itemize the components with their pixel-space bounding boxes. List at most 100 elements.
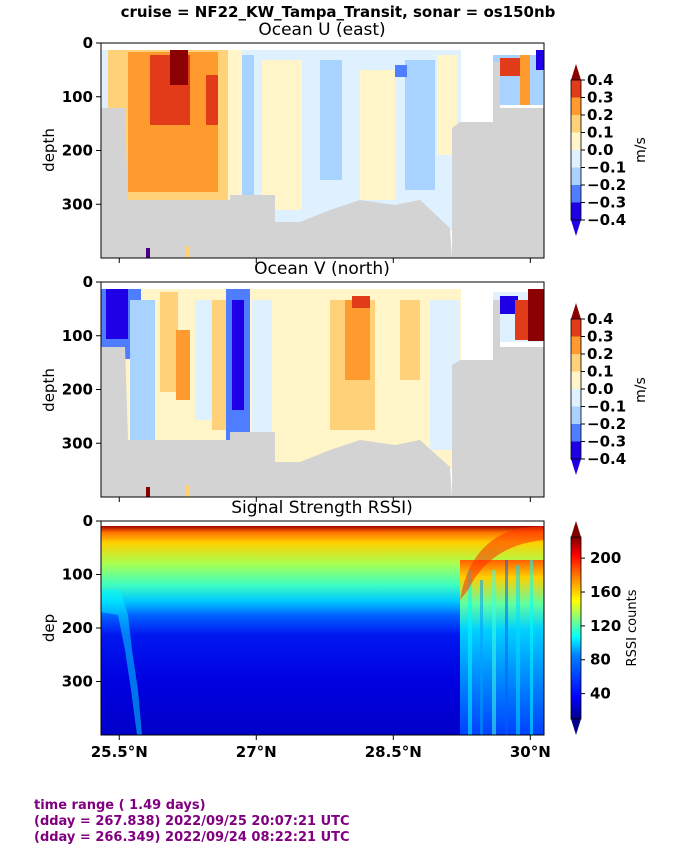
x-tick-label: 28.5°N xyxy=(365,743,422,761)
v-positive-band-2 xyxy=(212,300,226,430)
colorbar-tick-label: 200 xyxy=(590,549,621,567)
colorbar-tick-label: 0.4 xyxy=(587,310,614,328)
u-neutral-strip xyxy=(228,50,242,210)
colorbar-tick-label: 0.0 xyxy=(587,380,614,398)
colorbar-tick-label: −0.4 xyxy=(587,450,626,468)
colorbar-tick-label: 160 xyxy=(590,583,621,601)
colorbar-v: 0.40.30.20.10.0−0.1−0.2−0.3−0.4 m/s xyxy=(570,303,649,475)
v-y-label: depth xyxy=(40,368,58,412)
colorbar-swatch xyxy=(571,441,581,460)
x-tick-label: 25.5°N xyxy=(91,743,148,761)
rssi-y-label: dep xyxy=(40,614,58,642)
colorbar-v-label: m/s xyxy=(633,377,649,403)
v-east-mask xyxy=(452,300,544,497)
u-negative-band xyxy=(320,60,342,180)
colorbar-tick-label: −0.2 xyxy=(587,415,626,433)
y-tick-label: 0 xyxy=(83,273,93,291)
v-positive-core-3 xyxy=(345,300,370,380)
v-negative-band xyxy=(130,300,155,440)
v-spike-orange xyxy=(186,485,190,497)
colorbar-tick-label: 0.2 xyxy=(587,345,614,363)
y-tick-label: 300 xyxy=(62,195,93,213)
colorbar-tick-label: −0.3 xyxy=(587,194,626,212)
u-y-label: depth xyxy=(40,128,58,172)
y-tick-label: 100 xyxy=(62,566,93,584)
rssi-east-streaks xyxy=(468,560,533,735)
colorbar-v-ticks: 0.40.30.20.10.0−0.1−0.2−0.3−0.4 xyxy=(581,310,626,468)
v-spike-red xyxy=(146,487,150,497)
u-x-axis xyxy=(118,258,531,263)
colorbar-swatch xyxy=(571,424,581,442)
colorbar-swatch xyxy=(571,389,581,407)
colorbar-tick-label: 0.1 xyxy=(587,124,614,142)
colorbar-u-label: m/s xyxy=(633,137,649,163)
colorbar-tick-label: 0.3 xyxy=(587,89,614,107)
colorbar-tick-label: −0.3 xyxy=(587,433,626,451)
u-east-orange xyxy=(520,55,530,105)
rssi-x-axis: 25.5°N 27°N 28.5°N 30°N xyxy=(91,735,551,761)
v-heatmap xyxy=(101,282,544,497)
v-east-red xyxy=(515,300,529,340)
u-east-blue xyxy=(536,50,544,70)
v-bottom-mask xyxy=(101,347,452,497)
v-weak-negative-2 xyxy=(252,300,272,435)
colorbar-swatch xyxy=(571,80,581,98)
figure-suptitle: cruise = NF22_KW_Tampa_Transit, sonar = … xyxy=(121,3,556,21)
v-red-patch xyxy=(352,296,370,308)
colorbar-swatch xyxy=(571,336,581,355)
u-y-axis: 0 100 200 300 xyxy=(62,34,101,213)
v-positive-band xyxy=(160,292,178,392)
colorbar-bottom-arrow xyxy=(571,220,581,236)
colorbar-rssi-top-arrow xyxy=(571,521,581,537)
panel-title-u: Ocean U (east) xyxy=(258,20,385,40)
u-negative-strip xyxy=(242,55,254,195)
colorbar-rssi-ticks: 200 160 120 80 40 xyxy=(581,549,621,703)
u-blue-patch xyxy=(395,65,407,77)
rssi-west-streak xyxy=(101,590,142,735)
rssi-east-bright xyxy=(460,526,544,600)
colorbar-tick-label: −0.1 xyxy=(587,159,626,177)
panel-rssi: Signal Strength RSSI) 0 100 200 300 dep 25.… xyxy=(40,498,551,761)
colorbar-tick-label: 120 xyxy=(590,617,621,635)
u-neutral-band xyxy=(262,60,302,210)
v-east-blue xyxy=(500,296,518,314)
colorbar-swatch xyxy=(571,132,581,151)
y-tick-label: 0 xyxy=(83,34,93,52)
v-strong-negative-west xyxy=(106,289,128,339)
colorbar-tick-label: 0.1 xyxy=(587,363,614,381)
u-east-red xyxy=(500,58,522,76)
colorbar-swatch xyxy=(571,185,581,203)
colorbar-tick-label: 0.0 xyxy=(587,141,614,159)
y-tick-label: 0 xyxy=(83,512,93,530)
colorbar-tick-label: −0.1 xyxy=(587,398,626,416)
y-tick-label: 300 xyxy=(62,673,93,691)
colorbar-rssi: 200 160 120 80 40 RSSI counts xyxy=(570,521,640,735)
colorbar-rssi-frame xyxy=(570,536,582,720)
v-weak-negative xyxy=(195,300,215,420)
u-heatmap xyxy=(101,43,544,258)
rssi-heatmap xyxy=(101,521,544,735)
panel-ocean-u: Ocean U (east) xyxy=(40,20,545,263)
u-top-blank xyxy=(101,43,544,49)
v-positive-core xyxy=(176,330,190,400)
time-range-footer: time range ( 1.49 days) (dday = 267.838)… xyxy=(34,798,350,846)
y-tick-label: 300 xyxy=(62,434,93,452)
colorbar-top-arrow xyxy=(571,64,581,80)
colorbar-v-swatches xyxy=(570,303,582,475)
v-positive-band-4 xyxy=(400,300,420,380)
colorbar-bottom-arrow xyxy=(571,459,581,475)
panel-title-rssi: Signal Strength RSSI) xyxy=(231,498,413,518)
v-jet-core xyxy=(232,300,244,410)
footer-line-2: (dday = 267.838) 2022/09/25 20:07:21 UTC xyxy=(34,814,350,829)
y-tick-label: 100 xyxy=(62,88,93,106)
x-tick-label: 30°N xyxy=(510,743,551,761)
y-tick-label: 200 xyxy=(62,142,93,160)
u-spike-orange xyxy=(186,246,190,258)
y-tick-label: 200 xyxy=(62,619,93,637)
colorbar-rssi-label: RSSI counts xyxy=(625,589,640,666)
u-east-mask xyxy=(452,62,544,258)
u-secondary-core xyxy=(206,75,218,125)
colorbar-swatch xyxy=(571,115,581,133)
colorbar-swatch xyxy=(571,406,581,425)
